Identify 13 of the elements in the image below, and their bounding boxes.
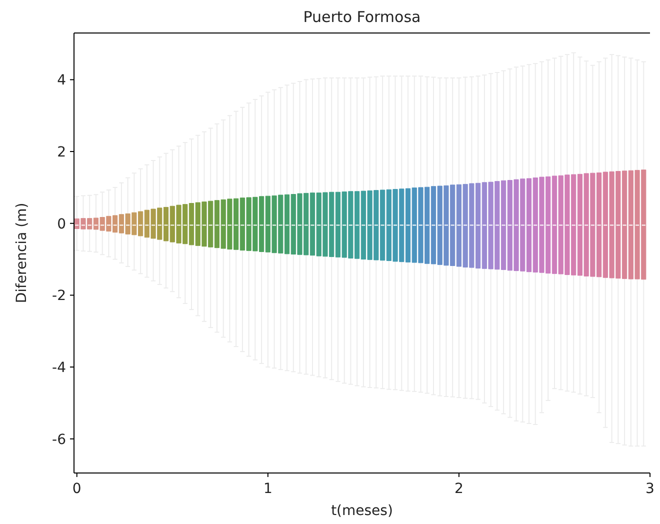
x-tick-label: 2 [454, 481, 464, 497]
x-axis-title: t(meses) [331, 503, 393, 519]
y-tick-label: -2 [52, 288, 66, 304]
x-tick-label: 3 [646, 481, 654, 497]
y-tick-label: 2 [57, 144, 66, 160]
y-tick-label: 4 [57, 72, 66, 89]
x-tick-label: 0 [72, 481, 82, 497]
y-tick-label: -6 [52, 432, 66, 448]
x-tick-label: 1 [263, 481, 272, 497]
y-axis-title: Diferencia (m) [14, 202, 30, 304]
y-tick-label: 0 [57, 216, 66, 232]
y-tick-label: -4 [52, 360, 66, 376]
chart-title: Puerto Formosa [303, 8, 421, 26]
